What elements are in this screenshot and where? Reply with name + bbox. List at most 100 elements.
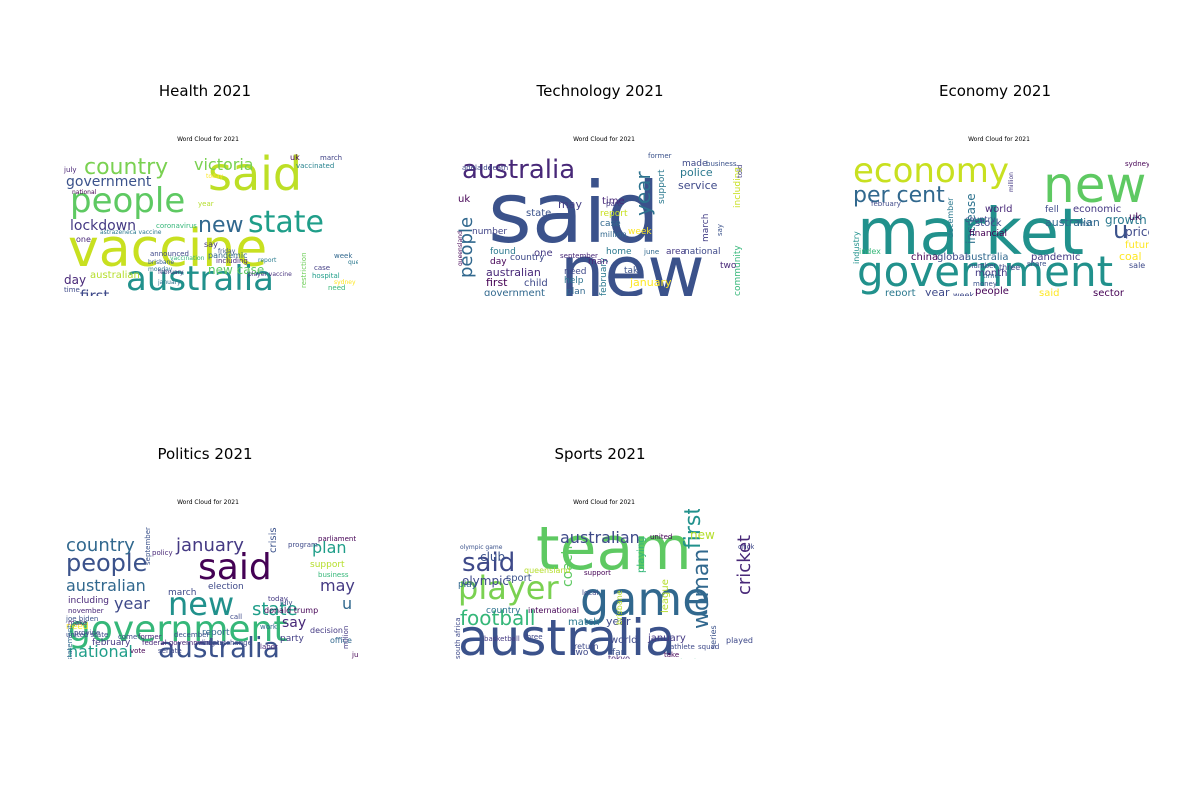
cloud-word-national: national: [684, 247, 720, 257]
cloud-word-july: july: [63, 166, 76, 174]
cloud-word-state: state: [526, 208, 551, 219]
wordcloud-subtitle: Word Cloud for 2021: [177, 136, 239, 143]
cloud-word-australian: australian: [486, 266, 541, 279]
cloud-word-growth: growth: [1105, 213, 1147, 227]
panel-title-sports: Sports 2021: [554, 445, 646, 463]
cloud-word-said: said: [198, 547, 272, 588]
cloud-word-december: december: [946, 197, 955, 238]
cloud-word-time: time: [64, 286, 80, 294]
cloud-word-make: make: [68, 619, 87, 627]
cloud-word-labor: labor: [260, 643, 278, 651]
cloud-word-said: said: [488, 164, 660, 262]
cloud-word-two: two: [720, 261, 737, 271]
cloud-word-month: month: [975, 268, 1007, 279]
cloud-word-two: two: [572, 648, 589, 658]
cloud-word-basketball: basketball: [484, 635, 520, 643]
cloud-word-including: including: [68, 596, 109, 606]
cloud-word-australia: australia: [158, 631, 280, 659]
cloud-word-august: august: [202, 639, 226, 647]
cloud-word-australian: australian: [90, 270, 140, 281]
cloud-word-first: first: [1077, 219, 1093, 228]
cloud-word-national: national: [68, 642, 133, 659]
cloud-word-new: new: [560, 231, 705, 296]
cloud-word-january: january: [175, 535, 244, 556]
cloud-word-june: june: [643, 248, 659, 256]
cloud-word-program: program: [288, 541, 318, 549]
cloud-word-u: u: [1113, 216, 1128, 244]
cloud-word-country: country: [84, 155, 168, 180]
cloud-word-league: league: [660, 579, 671, 613]
cloud-word-player: player: [458, 569, 559, 607]
cloud-word-january: january: [647, 633, 686, 644]
cloud-word-statement: statement: [66, 625, 74, 659]
cloud-word-year: year: [606, 615, 631, 628]
cloud-word-friday: friday: [218, 248, 236, 255]
cloud-word-per-cent: per cent: [853, 183, 945, 208]
cloud-word-time: time: [602, 196, 625, 207]
wordcloud-panel-economy: Word Cloud for 2021 market government new e…: [849, 136, 1149, 296]
cloud-word-australia: australia: [458, 609, 676, 659]
cloud-word-sport: sport: [506, 573, 532, 584]
cloud-word-australian: australian: [560, 528, 640, 547]
cloud-word-community: community: [733, 245, 743, 296]
panel-title-health: Health 2021: [158, 82, 252, 100]
wordcloud-image: market government new economy per cent u austr…: [849, 146, 1149, 296]
cloud-word-played: played: [726, 636, 753, 645]
cloud-word-victoria: victoria: [194, 155, 254, 174]
cloud-word-june: june: [351, 651, 358, 659]
cloud-word-business: business: [318, 571, 349, 579]
cloud-word-million: million: [600, 230, 627, 239]
cloud-word-state: state: [248, 205, 324, 240]
cloud-word-new: new: [168, 585, 234, 623]
cloud-word-week: week: [334, 252, 353, 260]
cloud-word-report: report: [258, 257, 277, 264]
cloud-word-office: office: [330, 636, 352, 645]
cloud-word-said: said: [1039, 288, 1059, 296]
cloud-word-senate: senate: [158, 647, 182, 655]
cloud-word-player-vaccine: player vaccine: [248, 271, 292, 278]
cloud-word-provide: provide: [74, 629, 100, 637]
cloud-word-south-africa: south africa: [454, 618, 462, 660]
cloud-word-january: january: [157, 279, 181, 286]
cloud-word-monday: monday: [148, 266, 173, 273]
cloud-word-case: case: [314, 264, 330, 272]
wordcloud-subtitle: Word Cloud for 2021: [968, 136, 1030, 143]
cloud-word-service: service: [678, 179, 718, 192]
cloud-word-january: january: [629, 276, 672, 289]
cloud-word-march: march: [168, 588, 196, 598]
cloud-word-astrazeneca-vaccine: astrazeneca vaccine: [100, 229, 162, 236]
cloud-word-one: one: [534, 248, 553, 259]
cloud-word-financial: financial: [969, 229, 1007, 239]
cloud-word-climate-change: climate change: [198, 639, 252, 647]
cloud-word-policy: policy: [152, 549, 173, 557]
panel-title-technology: Technology 2021: [536, 82, 664, 100]
cloud-word-play: play: [458, 580, 478, 590]
cloud-word-people: people: [456, 217, 477, 278]
cloud-word-country: country: [965, 215, 996, 224]
cloud-word-year: year: [925, 286, 950, 296]
cloud-word-three: three: [999, 263, 1020, 272]
wordcloud-subtitle: Word Cloud for 2021: [177, 499, 239, 506]
cloud-word-need: need: [66, 622, 89, 632]
cloud-word-government: government: [484, 288, 545, 296]
cloud-word-queensland: queensland: [524, 566, 571, 575]
cloud-word-united: united: [650, 533, 672, 541]
cloud-word-number: number: [472, 227, 507, 237]
cloud-word-police: police: [680, 166, 713, 179]
cloud-word-new: new: [1043, 156, 1146, 214]
cloud-word-queensland: queensland: [457, 231, 464, 266]
cloud-word-game: game: [580, 572, 711, 626]
cloud-word-february: february: [599, 257, 609, 296]
cloud-word-industry: industry: [852, 231, 861, 264]
cloud-word-club: club: [480, 550, 505, 564]
cloud-word-coach: coach: [560, 546, 576, 587]
cloud-word-first: first: [80, 287, 109, 296]
cloud-word-australia: australia: [126, 259, 274, 296]
cloud-word-government: government: [66, 174, 152, 190]
cloud-word-vote: vote: [130, 647, 145, 655]
wordcloud-panel-politics: Word Cloud for 2021 government australia s…: [58, 499, 358, 659]
cloud-word-economy: economy: [853, 151, 1009, 191]
cloud-word-athlete: athlete: [670, 643, 695, 651]
cloud-word-olympic: olympic: [462, 574, 509, 588]
cloud-word-federal-government: federal government: [142, 639, 212, 647]
